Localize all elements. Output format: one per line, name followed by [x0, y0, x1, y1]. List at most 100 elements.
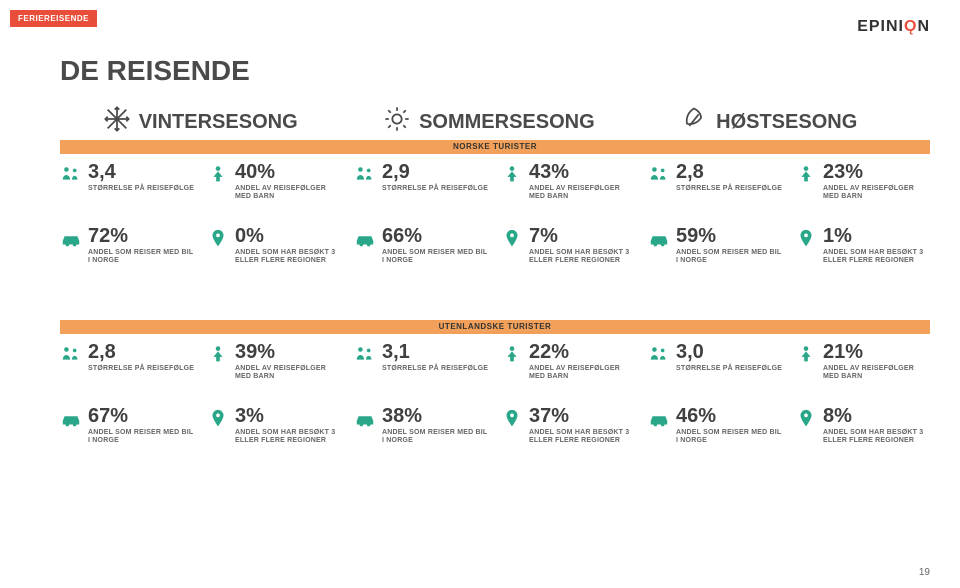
stat-value: 2,9: [382, 162, 489, 182]
season-label: VINTERSESONG: [139, 111, 298, 134]
stat-block: 21% ANDEL AV REISEFØLGER MED BARN: [795, 342, 930, 382]
car-icon: [60, 228, 82, 255]
stat-block: 3,0 STØRRELSE PÅ REISEFØLGE: [648, 342, 783, 382]
stat-value: 2,8: [88, 342, 195, 362]
grid-utenlandske: 2,8 STØRRELSE PÅ REISEFØLGE 39%ANDEL AV R…: [60, 342, 930, 446]
stat-block: 38% ANDEL SOM REISER MED BIL I NORGE: [354, 406, 489, 446]
pin-icon: [207, 228, 229, 255]
stat-label: ANDEL SOM REISER MED BIL I NORGE: [382, 249, 489, 266]
stat-label: STØRRELSE PÅ REISEFØLGE: [676, 365, 783, 373]
sun-icon: [383, 105, 411, 139]
pin-icon: [501, 228, 523, 255]
stat-value: 23%: [823, 162, 930, 182]
stat-block: 72% ANDEL SOM REISER MED BIL I NORGE: [60, 226, 195, 266]
stat-label: ANDEL AV REISEFØLGER MED BARN: [235, 365, 342, 382]
logo-text-pre: EPINI: [857, 18, 904, 35]
stat-block: 46%ANDEL SOM REISER MED BIL I NORGE: [648, 406, 783, 446]
stat-label: ANDEL AV REISEFØLGER MED BARN: [235, 185, 342, 202]
child-icon: [501, 164, 523, 191]
car-icon: [60, 408, 82, 435]
stat-label: ANDEL AV REISEFØLGER MED BARN: [823, 185, 930, 202]
season-autumn: HØSTSESONG: [680, 105, 857, 139]
car-icon: [648, 408, 670, 435]
people-icon: [60, 164, 82, 191]
stat-label: ANDEL SOM REISER MED BIL I NORGE: [676, 249, 783, 266]
stat-block: 67% ANDEL SOM REISER MED BIL I NORGE: [60, 406, 195, 446]
stat-block: 7%ANDEL SOM HAR BESØKT 3 ELLER FLERE REG…: [501, 226, 636, 266]
section-header-utenlandske: UTENLANDSKE TURISTER: [60, 320, 930, 334]
stat-label: STØRRELSE PÅ REISEFØLGE: [88, 365, 195, 373]
stat-value: 22%: [529, 342, 636, 362]
stat-value: 3%: [235, 406, 342, 426]
season-label: HØSTSESONG: [716, 111, 857, 134]
stat-value: 3,4: [88, 162, 195, 182]
page-title: DE REISENDE: [60, 55, 250, 87]
stat-label: ANDEL SOM HAR BESØKT 3 ELLER FLERE REGIO…: [529, 249, 636, 266]
stat-block: 22% ANDEL AV REISEFØLGER MED BARN: [501, 342, 636, 382]
stat-value: 59%: [676, 226, 783, 246]
stat-label: STØRRELSE PÅ REISEFØLGE: [676, 185, 783, 193]
stat-label: ANDEL AV REISEFØLGER MED BARN: [823, 365, 930, 382]
stat-label: ANDEL SOM REISER MED BIL I NORGE: [382, 429, 489, 446]
stat-value: 3,1: [382, 342, 489, 362]
stat-block: 37%ANDEL SOM HAR BESØKT 3 ELLER FLERE RE…: [501, 406, 636, 446]
stat-label: STØRRELSE PÅ REISEFØLGE: [88, 185, 195, 193]
stat-label: STØRRELSE PÅ REISEFØLGE: [382, 365, 489, 373]
stat-block: 23% ANDEL AV REISEFØLGER MED BARN: [795, 162, 930, 202]
stat-label: ANDEL AV REISEFØLGER MED BARN: [529, 185, 636, 202]
snowflake-icon: [103, 105, 131, 139]
car-icon: [354, 408, 376, 435]
logo-accent: Ǫ: [904, 18, 917, 35]
stat-block: 1% ANDEL SOM HAR BESØKT 3 ELLER FLERE REG…: [795, 226, 930, 266]
pin-icon: [795, 408, 817, 435]
stat-value: 72%: [88, 226, 195, 246]
brand-logo: EPINIǪN: [857, 18, 930, 36]
leaf-icon: [680, 105, 708, 139]
stat-value: 40%: [235, 162, 342, 182]
season-summer: SOMMERSESONG: [383, 105, 595, 139]
stat-value: 37%: [529, 406, 636, 426]
season-winter: VINTERSESONG: [103, 105, 298, 139]
child-icon: [795, 344, 817, 371]
page-badge: FERIEREISENDE: [10, 10, 97, 27]
stat-block: 0%ANDEL SOM HAR BESØKT 3 ELLER FLERE REG…: [207, 226, 342, 266]
stat-block: 2,8 STØRRELSE PÅ REISEFØLGE: [60, 342, 195, 382]
stat-label: STØRRELSE PÅ REISEFØLGE: [382, 185, 489, 193]
stat-block: 2,8 STØRRELSE PÅ REISEFØLGE: [648, 162, 783, 202]
stat-label: ANDEL SOM HAR BESØKT 3 ELLER FLERE REGIO…: [823, 429, 930, 446]
pin-icon: [795, 228, 817, 255]
child-icon: [207, 164, 229, 191]
people-icon: [354, 344, 376, 371]
stat-label: ANDEL SOM REISER MED BIL I NORGE: [88, 429, 195, 446]
stat-value: 1%: [823, 226, 930, 246]
stat-label: ANDEL SOM HAR BESØKT 3 ELLER FLERE REGIO…: [823, 249, 930, 266]
people-icon: [354, 164, 376, 191]
stat-value: 67%: [88, 406, 195, 426]
stat-value: 3,0: [676, 342, 783, 362]
logo-text-post: N: [917, 18, 930, 35]
stat-label: ANDEL SOM REISER MED BIL I NORGE: [88, 249, 195, 266]
stat-label: ANDEL SOM REISER MED BIL I NORGE: [676, 429, 783, 446]
stat-block: 66%ANDEL SOM REISER MED BIL I NORGE: [354, 226, 489, 266]
people-icon: [60, 344, 82, 371]
people-icon: [648, 164, 670, 191]
stat-value: 2,8: [676, 162, 783, 182]
child-icon: [501, 344, 523, 371]
stat-value: 21%: [823, 342, 930, 362]
stat-value: 43%: [529, 162, 636, 182]
car-icon: [354, 228, 376, 255]
pin-icon: [207, 408, 229, 435]
stat-block: 59% ANDEL SOM REISER MED BIL I NORGE: [648, 226, 783, 266]
stat-label: ANDEL AV REISEFØLGER MED BARN: [529, 365, 636, 382]
stat-value: 8%: [823, 406, 930, 426]
stat-block: 3,1 STØRRELSE PÅ REISEFØLGE: [354, 342, 489, 382]
stat-block: 3%ANDEL SOM HAR BESØKT 3 ELLER FLERE REG…: [207, 406, 342, 446]
child-icon: [795, 164, 817, 191]
section-header-norske: NORSKE TURISTER: [60, 140, 930, 154]
child-icon: [207, 344, 229, 371]
pin-icon: [501, 408, 523, 435]
season-label: SOMMERSESONG: [419, 111, 595, 134]
stat-value: 38%: [382, 406, 489, 426]
stat-block: 39%ANDEL AV REISEFØLGER MED BARN: [207, 342, 342, 382]
stat-label: ANDEL SOM HAR BESØKT 3 ELLER FLERE REGIO…: [235, 249, 342, 266]
